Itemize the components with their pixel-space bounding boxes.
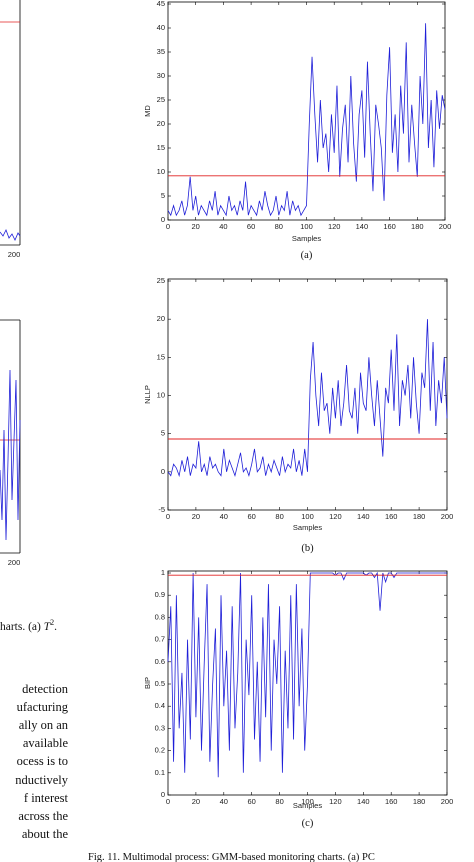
caption-part: T	[44, 621, 52, 633]
x-tick-label: 120	[328, 222, 341, 231]
x-tick-label: 0	[166, 797, 170, 806]
y-tick-label: 0.9	[155, 590, 165, 599]
y-tick-label: 0.1	[155, 768, 165, 777]
y-tick-label: 5	[161, 429, 165, 438]
y-tick-label: 0.4	[155, 701, 165, 710]
y-tick-label: 0.8	[155, 612, 165, 621]
y-tick-label: 0	[161, 215, 165, 224]
x-tick-label: 100	[300, 222, 313, 231]
panel-label: (b)	[301, 543, 314, 554]
x-tick-label: 60	[248, 797, 256, 806]
y-tick-label: 45	[157, 0, 165, 8]
paragraph-line: ufacturing	[17, 700, 69, 714]
paragraph-line: f interest	[24, 791, 69, 805]
x-tick-label: 140	[357, 512, 370, 521]
x-tick-label: 40	[219, 222, 227, 231]
y-tick-label: 30	[157, 71, 165, 80]
fragment-caption: harts. (a) T2.	[0, 618, 57, 633]
left-fragment-top	[0, 0, 21, 246]
x-tick-label: 0	[166, 222, 170, 231]
panel-label: (c)	[302, 818, 314, 829]
chart: 0 0.1 0.2 0.3 0.4 0.5 0.6 0.7 0.8 0.9 1 0 20 40 60 80 10…	[143, 568, 453, 829]
x-tick-label: 160	[383, 222, 396, 231]
y-tick-label: 0.2	[155, 746, 165, 755]
x-tick-label: 80	[275, 222, 283, 231]
data-line	[167, 23, 446, 217]
paragraph-line: available	[23, 736, 69, 750]
fragment-tick: 200	[8, 250, 21, 259]
x-tick-label: 180	[413, 512, 426, 521]
caption-part: harts. (a)	[0, 621, 44, 633]
y-tick-label: 25	[157, 95, 165, 104]
caption-part: .	[54, 621, 57, 633]
x-tick-label: 0	[166, 512, 170, 521]
x-tick-label: 200	[439, 222, 452, 231]
x-tick-label: 100	[301, 797, 314, 806]
x-tick-label: 20	[192, 797, 200, 806]
y-tick-label: 40	[157, 23, 165, 32]
x-tick-label: 180	[413, 797, 426, 806]
paragraph-line: ocess is to	[17, 754, 68, 768]
x-axis-label: Samples	[293, 801, 322, 810]
x-tick-label: 60	[248, 512, 256, 521]
chart: 0 5 10 15 20 25 30 35 40 45 0 20 40 60 80 100 120 140 160 1…	[143, 0, 451, 261]
y-axis-label: NLLP	[143, 385, 152, 404]
y-tick-label: 0.6	[155, 657, 165, 666]
paragraph: detection ufacturing ally on an available oc…	[15, 682, 69, 841]
y-axis-label: BIP	[143, 677, 152, 689]
x-tick-label: 140	[356, 222, 369, 231]
y-tick-label: 0	[161, 467, 165, 476]
x-tick-label: 100	[301, 512, 314, 521]
y-tick-label: 25	[157, 276, 165, 285]
y-tick-label: 1	[161, 568, 165, 577]
x-tick-label: 40	[220, 512, 228, 521]
x-axis-label: Samples	[293, 523, 322, 532]
x-tick-label: 200	[441, 797, 454, 806]
figure-caption: Fig. 11. Multimodal process: GMM-based m…	[88, 852, 375, 862]
x-tick-label: 20	[192, 512, 200, 521]
y-tick-label: 0.7	[155, 635, 165, 644]
data-line	[167, 571, 447, 778]
left-fragment-bottom	[0, 319, 21, 554]
y-tick-label: 15	[157, 143, 165, 152]
y-tick-label: 0.5	[155, 679, 165, 688]
x-tick-label: 120	[329, 797, 342, 806]
x-axis-label: Samples	[292, 234, 321, 243]
x-tick-label: 40	[220, 797, 228, 806]
paragraph-line: detection	[22, 682, 69, 696]
y-tick-label: 0	[161, 790, 165, 799]
x-tick-label: 200	[441, 512, 454, 521]
x-tick-label: 120	[329, 512, 342, 521]
x-tick-label: 60	[247, 222, 255, 231]
y-axis-label: MD	[143, 105, 152, 117]
panel-label: (a)	[301, 250, 313, 261]
x-tick-label: 80	[275, 797, 283, 806]
x-tick-label: 160	[385, 512, 398, 521]
fragment-tick: 200	[8, 558, 21, 567]
y-tick-label: -5	[158, 505, 165, 514]
x-tick-label: 160	[385, 797, 398, 806]
y-tick-label: 5	[161, 191, 165, 200]
y-tick-label: 10	[157, 167, 165, 176]
x-tick-label: 80	[275, 512, 283, 521]
y-tick-label: 0.3	[155, 723, 165, 732]
y-tick-label: 15	[157, 352, 165, 361]
x-tick-label: 20	[192, 222, 200, 231]
paragraph-line: about the	[22, 827, 69, 841]
paragraph-line: ally on an	[19, 718, 69, 732]
paragraph-line: nductively	[15, 773, 69, 787]
y-tick-label: 35	[157, 47, 165, 56]
plot-frame	[167, 1, 446, 221]
x-tick-label: 140	[357, 797, 370, 806]
y-tick-label: 10	[157, 390, 165, 399]
x-tick-label: 180	[411, 222, 424, 231]
paragraph-line: across the	[18, 809, 68, 823]
data-line	[167, 319, 448, 478]
caption-part: 2	[50, 618, 54, 627]
y-tick-label: 20	[157, 314, 165, 323]
y-tick-label: 20	[157, 119, 165, 128]
